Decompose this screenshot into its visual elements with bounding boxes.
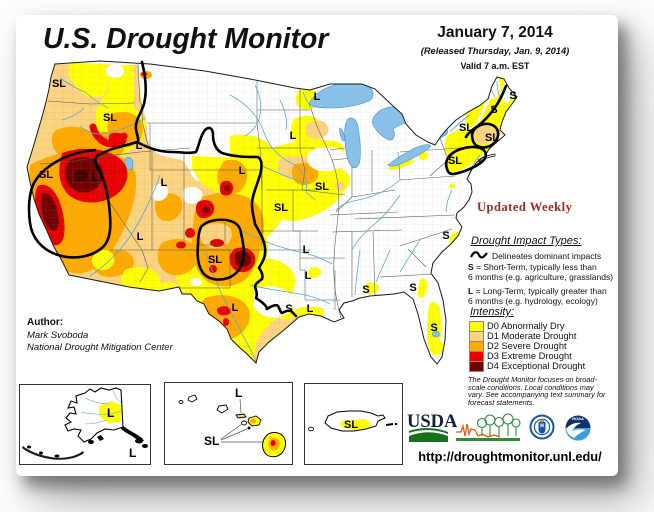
svg-text:SL: SL [485, 132, 499, 144]
svg-text:L: L [303, 244, 310, 256]
svg-text:SL: SL [52, 78, 66, 90]
svg-text:SL: SL [39, 169, 53, 181]
svg-text:L: L [136, 140, 143, 152]
svg-text:SL: SL [103, 112, 117, 124]
svg-text:L: L [235, 386, 242, 400]
svg-text:S: S [285, 303, 292, 315]
svg-text:SL: SL [274, 202, 288, 214]
svg-text:L: L [161, 177, 168, 189]
svg-text:SL: SL [448, 155, 462, 167]
svg-text:L: L [232, 302, 239, 314]
svg-text:S: S [362, 284, 369, 296]
svg-text:L: L [305, 270, 312, 282]
svg-text:SL: SL [344, 419, 358, 431]
svg-text:L: L [137, 231, 144, 243]
svg-text:L: L [129, 446, 136, 460]
svg-text:L: L [92, 172, 99, 184]
svg-text:SL: SL [459, 122, 473, 134]
svg-text:SL: SL [208, 254, 222, 266]
svg-text:L: L [307, 303, 314, 315]
svg-text:S: S [509, 90, 516, 102]
svg-text:L: L [290, 130, 297, 142]
svg-text:L: L [107, 406, 114, 420]
svg-text:S: S [442, 230, 449, 242]
svg-text:NOAA: NOAA [572, 416, 584, 421]
svg-text:S: S [490, 104, 497, 116]
svg-text:S: S [430, 322, 437, 334]
svg-text:USDA: USDA [407, 412, 458, 432]
svg-text:S: S [409, 282, 416, 294]
svg-text:SL: SL [315, 181, 329, 193]
svg-text:L: L [314, 91, 321, 103]
svg-text:SL: SL [204, 434, 219, 448]
svg-text:L: L [239, 165, 246, 177]
